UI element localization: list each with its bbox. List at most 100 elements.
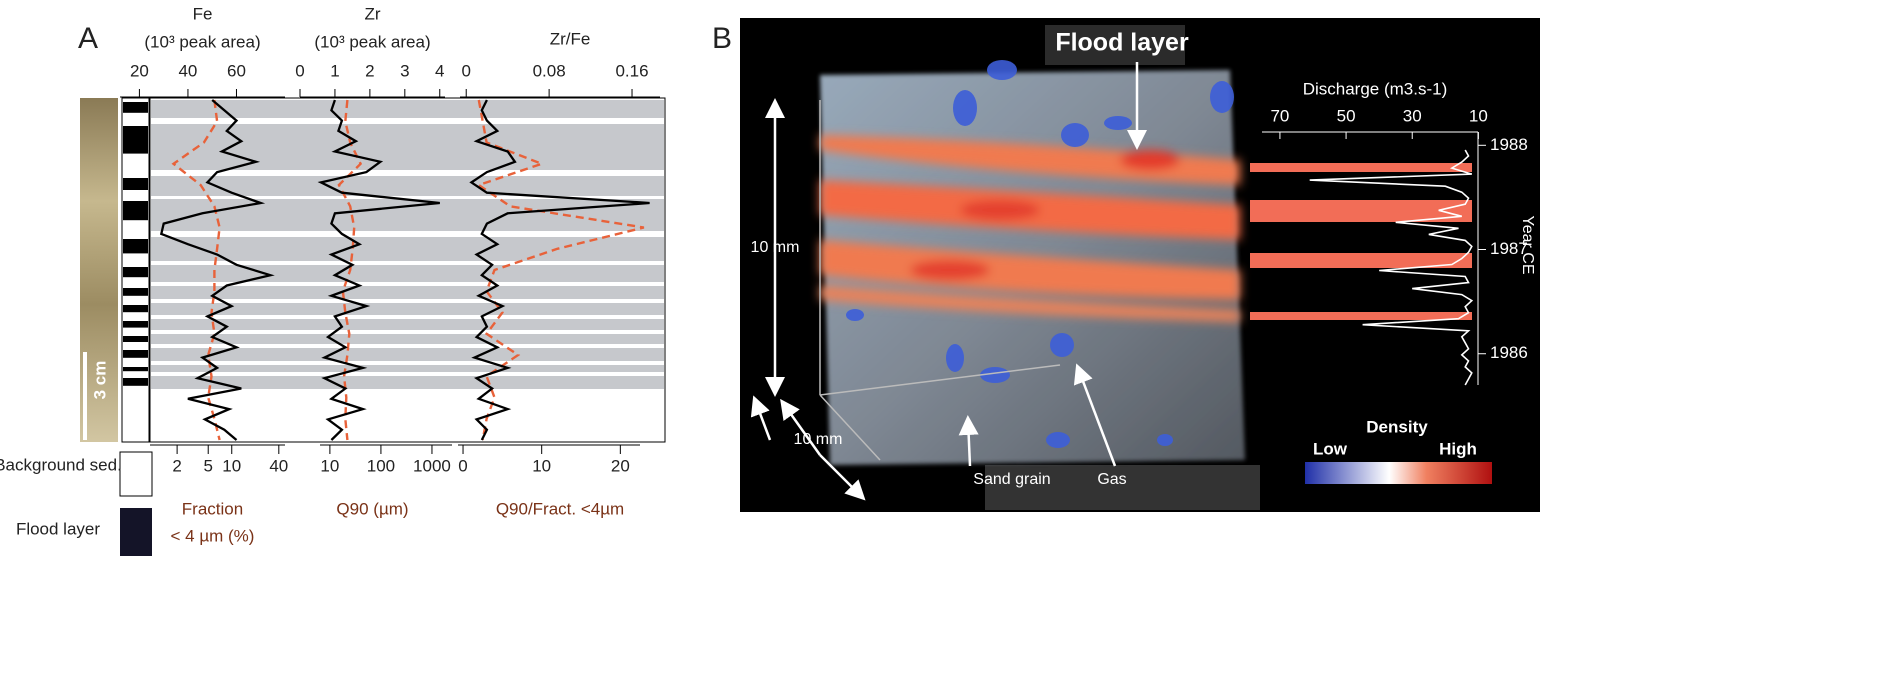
x-tick-label: 40 — [178, 61, 197, 80]
legend-swatch — [119, 451, 153, 497]
x-tick-label: 2 — [172, 456, 181, 475]
profile-curve — [317, 99, 440, 441]
flood-mark — [123, 288, 148, 296]
flood-mark — [123, 336, 148, 342]
profile-curve — [469, 99, 650, 441]
flood-mark — [123, 378, 148, 386]
x-tick-label: 20 — [611, 456, 630, 475]
x-tick-label: 2 — [365, 61, 374, 80]
discharge-line — [1309, 149, 1474, 386]
track-title: Zr/Fe — [550, 29, 591, 48]
x-tick-label: 30 — [1403, 106, 1422, 125]
scale-label: 3 cm — [90, 361, 109, 400]
flood-band — [151, 365, 664, 372]
flood-streaks — [820, 135, 1240, 322]
scale-label: 10 mm — [794, 431, 843, 448]
y-tick-label: 1987 — [1490, 239, 1528, 258]
x-tick-label: 4 — [435, 61, 444, 80]
annotation: Sand grain — [973, 471, 1050, 488]
y-tick-label: 1988 — [1490, 135, 1528, 154]
flood-band — [151, 124, 664, 170]
flood-band — [151, 319, 664, 330]
flood-bands — [123, 100, 664, 389]
annotation: Flood layer — [1055, 29, 1189, 57]
x-tick-label: 10 — [222, 456, 241, 475]
y-tick-label: 1986 — [1490, 343, 1528, 362]
flood-band — [151, 199, 664, 231]
flood-band — [151, 348, 664, 361]
x-tick-label: 1 — [330, 61, 339, 80]
x-tick-label: 10 — [1469, 106, 1488, 125]
flood-band — [1250, 163, 1472, 172]
flood-band — [151, 265, 664, 282]
track-subtitle: (10³ peak area) — [144, 32, 260, 51]
flood-mark — [123, 178, 148, 190]
panel-b: B Flood layer 10 mm 10 mm Sand grain Gas… — [712, 18, 1540, 512]
legend-label: Flood layer — [16, 519, 100, 538]
x-tick-label: 20 — [130, 61, 149, 80]
colorbar-low: Low — [1313, 439, 1348, 458]
flood-mark — [123, 126, 148, 154]
box-edges — [819, 100, 1061, 461]
x-tick-label: 0 — [461, 61, 470, 80]
flood-mark — [123, 305, 148, 313]
gas-bubbles — [846, 60, 1234, 448]
flood-mark — [123, 102, 148, 113]
flood-mark — [123, 239, 148, 254]
panel-a: A 3 cm Background sed. Flood layer Fe (10… — [0, 4, 666, 556]
x-tick-label: 0 — [295, 61, 304, 80]
x-tick-label: 10 — [320, 456, 339, 475]
track-title: Fe — [193, 4, 213, 23]
flood-mark — [123, 201, 148, 221]
flood-band — [1250, 312, 1472, 320]
x-tick-label: 5 — [203, 456, 212, 475]
x-tick-label: 0 — [458, 456, 467, 475]
colorbar-high: High — [1439, 439, 1477, 458]
flood-band — [151, 237, 664, 261]
colorbar-title: Density — [1366, 417, 1428, 436]
scale-label: 10 mm — [751, 239, 800, 256]
flood-band — [151, 286, 664, 299]
annotation: Gas — [1097, 471, 1126, 488]
x-tick-label: 10 — [532, 456, 551, 475]
flood-band — [151, 303, 664, 315]
colorbar — [1305, 462, 1492, 484]
x-tick-label: 50 — [1337, 106, 1356, 125]
label-box — [985, 465, 1260, 510]
axis-label: Fraction — [182, 499, 243, 518]
dashed-curve — [171, 99, 221, 441]
panel-label: A — [78, 22, 98, 55]
flood-band — [1250, 253, 1472, 268]
flood-band — [151, 334, 664, 344]
track-subtitle: (10³ peak area) — [314, 32, 430, 51]
x-tick-label: 70 — [1270, 106, 1289, 125]
label-box — [1045, 25, 1185, 65]
arrows — [750, 62, 1147, 501]
x-tick-label: 0.16 — [615, 61, 648, 80]
flood-mark — [123, 367, 148, 372]
profile-curve — [159, 99, 275, 441]
dashed-curve — [476, 99, 645, 441]
x-tick-label: 100 — [367, 456, 395, 475]
x-tick-label: 3 — [400, 61, 409, 80]
panel-label: B — [712, 22, 732, 55]
axis-title: Discharge (m3.s-1) — [1303, 79, 1448, 98]
flood-band — [151, 100, 664, 118]
x-tick-label: 1000 — [413, 456, 451, 475]
track-title: Zr — [364, 4, 380, 23]
legend-swatch — [120, 508, 152, 556]
flood-band — [151, 176, 664, 196]
axis-label: Year CE — [1519, 216, 1536, 275]
axis-label: Q90 (µm) — [336, 499, 408, 518]
flood-band — [151, 376, 664, 389]
x-tick-label: 40 — [269, 456, 288, 475]
flood-band — [1250, 200, 1472, 222]
flood-mark — [123, 321, 148, 328]
axis-label: Q90/Fract. <4µm — [496, 499, 624, 518]
legend-label: Background sed. — [0, 455, 122, 474]
x-tick-label: 0.08 — [533, 61, 566, 80]
x-tick-label: 60 — [227, 61, 246, 80]
